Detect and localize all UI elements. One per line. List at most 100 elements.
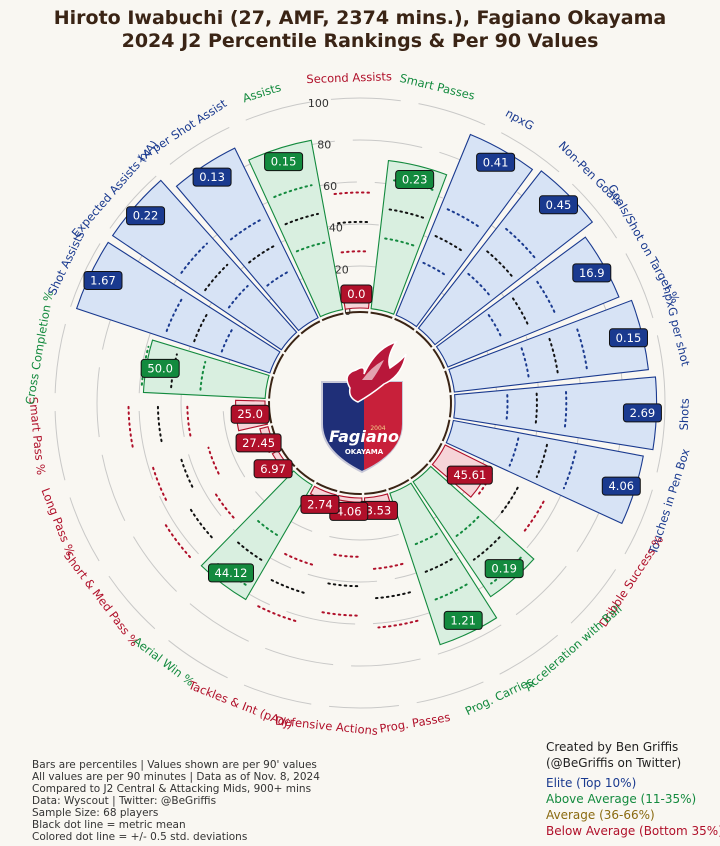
inner-arc [428,442,443,463]
value-badge-0 [622,403,662,423]
bar-15 [175,147,319,332]
value-badge-14 [126,206,166,226]
crest-red-band [364,382,402,470]
scale-tick-labels: 0 20 40 60 80 100 [308,97,351,318]
value-label-13: 1.67 [90,274,116,288]
reference-dots [486,250,513,278]
value-badge-17 [340,284,373,304]
value-label-8: 44.12 [215,566,248,580]
scale-tick-label: 100 [308,97,329,110]
value-badge-11 [230,404,270,424]
reference-dots [227,284,249,309]
reference-dots [455,515,480,537]
crest-year: 2004 [370,425,385,432]
reference-dots [421,558,453,574]
note-line: Compared to J2 Central & Attacking Mids,… [32,783,311,795]
value-label-16: 0.15 [271,155,297,169]
credit-line: Created by Ben Griffis [546,740,678,754]
reference-dots [165,297,184,332]
inner-arc [272,353,285,375]
reference-dots [164,523,191,559]
reference-dots [508,437,520,467]
inner-arc [339,490,362,495]
value-label-4: 1.21 [450,613,476,627]
reference-dot-lines [127,179,588,629]
value-label-20: 0.45 [546,198,572,212]
reference-dots [199,360,207,391]
reference-dots [151,463,168,501]
inner-arc [441,419,451,442]
legend-above-average: Above Average (11-35%) [546,792,696,806]
reference-dots [273,184,313,199]
inner-arc [295,467,315,483]
bar-0 [453,376,658,451]
reference-dots [207,446,220,475]
value-label-5: 3.53 [366,503,392,517]
inner-arc [364,489,387,495]
reference-dots [384,237,415,247]
value-label-18: 0.23 [402,172,428,186]
reference-dots [283,552,314,566]
note-line: Black dot line = metric mean [32,819,186,831]
crest-bird-wing [362,360,384,380]
credit-handle: (@BeGriffis on Twitter) [546,756,681,770]
value-badge-4 [443,610,483,630]
inner-arcs [268,311,452,495]
reference-dots [511,297,530,328]
note-line: Bars are percentiles | Values shown are … [32,759,317,771]
reference-dots [487,314,504,340]
note-line: All values are per 90 minutes | Data as … [32,771,320,783]
reference-dots [576,328,588,370]
crest-subtext: OKAYAMA [345,448,384,456]
value-label-19: 0.41 [483,155,509,169]
reference-dots [214,492,235,519]
reference-dots [505,227,536,259]
reference-dots [522,500,545,534]
note-line: Data: Wyscout | Twitter: @BeGriffis [32,795,216,807]
value-label-0: 2.69 [630,406,656,420]
reference-dots [422,261,448,278]
value-label-21: 16.9 [579,266,605,280]
inner-arc [394,317,415,331]
reference-dots [189,508,213,539]
value-label-6: 4.06 [336,504,362,518]
reference-dots [563,391,568,430]
reference-dots [284,212,319,226]
reference-dots [254,517,278,536]
value-badge-21 [572,263,612,283]
metric-label-0: Shots [677,398,692,431]
value-label-22: 0.15 [616,331,642,345]
reference-dots [329,553,359,558]
reference-dots [432,583,468,602]
value-labels: 2.694.0645.610.191.213.534.062.7444.126.… [83,152,662,630]
reference-dots [248,244,277,264]
chart-subtitle: 2024 J2 Percentile Rankings & Per 90 Val… [122,30,599,52]
value-badge-16 [264,152,304,172]
reference-dots [411,532,438,547]
inner-arc [268,376,274,399]
reference-dots [388,208,425,219]
reference-dots [140,345,150,386]
reference-dots [505,394,509,423]
reference-dots [536,280,557,316]
credits-legend: Created by Ben Griffis (@BeGriffis on Tw… [546,740,720,838]
crest-name: Fagiano [329,427,399,446]
legend-below-average: Below Average (Bottom 35%) [546,824,720,838]
value-label-17: 0.0 [347,287,365,301]
value-label-12: 50.0 [147,361,173,375]
reference-dots [446,208,482,229]
reference-dots [535,443,548,478]
reference-dots [193,312,209,343]
scale-tick-label: 40 [329,222,343,235]
footnotes: Bars are percentiles | Values shown are … [32,759,320,843]
bar-4 [389,482,498,646]
reference-dots [229,218,263,241]
inner-arc [300,320,321,335]
club-crest: Fagiano 2004 OKAYAMA [321,340,407,474]
chart-title: Hiroto Iwabuchi (27, AMF, 2374 mins.), F… [54,7,666,29]
reference-dots [472,536,501,561]
metric-label-17: Second Assists [306,69,392,86]
reference-dots [499,486,519,516]
inner-arc [432,348,446,369]
legend-elite: Elite (Top 10%) [546,776,636,790]
